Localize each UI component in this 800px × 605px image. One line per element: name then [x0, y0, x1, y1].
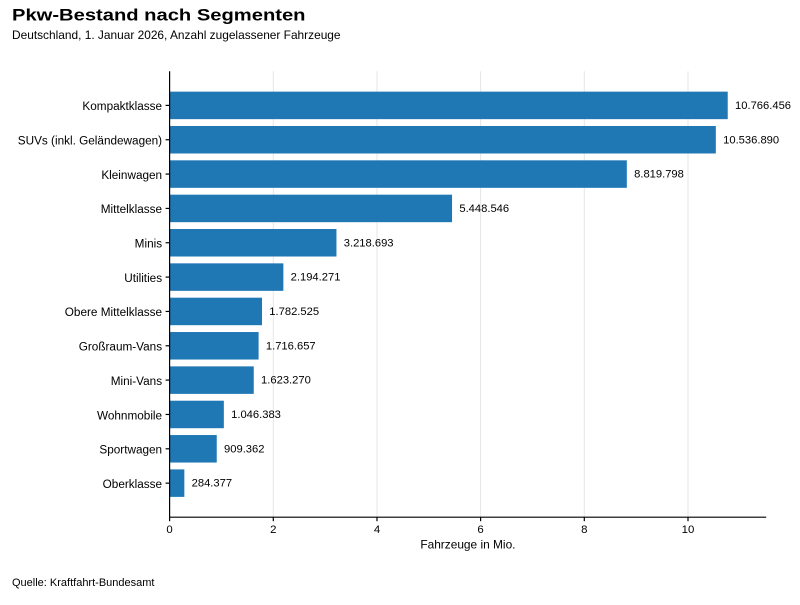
svg-text:Deutschland, 1. Januar 2026, A: Deutschland, 1. Januar 2026, Anzahl zuge…	[12, 28, 341, 42]
svg-text:6: 6	[477, 524, 483, 536]
svg-text:2.194.271: 2.194.271	[291, 272, 341, 284]
svg-text:284.377: 284.377	[192, 478, 232, 490]
svg-text:SUVs (inkl. Geländewagen): SUVs (inkl. Geländewagen)	[18, 135, 162, 148]
svg-text:Großraum-Vans: Großraum-Vans	[79, 341, 162, 354]
svg-text:10.536.890: 10.536.890	[723, 134, 779, 146]
svg-text:Fahrzeuge in Mio.: Fahrzeuge in Mio.	[420, 537, 515, 551]
svg-text:4: 4	[374, 524, 380, 536]
svg-text:Mini-Vans: Mini-Vans	[111, 375, 162, 388]
svg-text:8.819.798: 8.819.798	[634, 169, 684, 181]
svg-text:Oberklasse: Oberklasse	[103, 478, 163, 491]
svg-text:10.766.456: 10.766.456	[735, 100, 791, 112]
svg-text:Sportwagen: Sportwagen	[99, 444, 162, 457]
svg-text:1.716.657: 1.716.657	[266, 340, 316, 352]
svg-text:Pkw-Bestand nach Segmenten: Pkw-Bestand nach Segmenten	[12, 5, 306, 24]
svg-text:3.218.693: 3.218.693	[344, 237, 394, 249]
svg-text:8: 8	[581, 524, 587, 536]
svg-text:1.782.525: 1.782.525	[269, 306, 319, 318]
svg-text:Obere Mittelklasse: Obere Mittelklasse	[65, 306, 163, 319]
svg-text:Utilities: Utilities	[124, 272, 162, 285]
svg-text:10: 10	[682, 524, 695, 536]
svg-text:5.448.546: 5.448.546	[459, 203, 509, 215]
svg-text:0: 0	[166, 524, 172, 536]
svg-text:Minis: Minis	[135, 238, 163, 251]
svg-text:Wohnmobile: Wohnmobile	[97, 409, 163, 422]
svg-text:909.362: 909.362	[224, 443, 264, 455]
svg-text:2: 2	[270, 524, 276, 536]
svg-text:Kleinwagen: Kleinwagen	[101, 169, 162, 182]
svg-text:Quelle: Kraftfahrt-Bundesamt: Quelle: Kraftfahrt-Bundesamt	[12, 577, 154, 589]
svg-text:Kompaktklasse: Kompaktklasse	[82, 100, 162, 113]
svg-text:1.046.383: 1.046.383	[231, 409, 281, 421]
svg-text:Mittelklasse: Mittelklasse	[101, 203, 163, 216]
svg-text:1.623.270: 1.623.270	[261, 375, 311, 387]
